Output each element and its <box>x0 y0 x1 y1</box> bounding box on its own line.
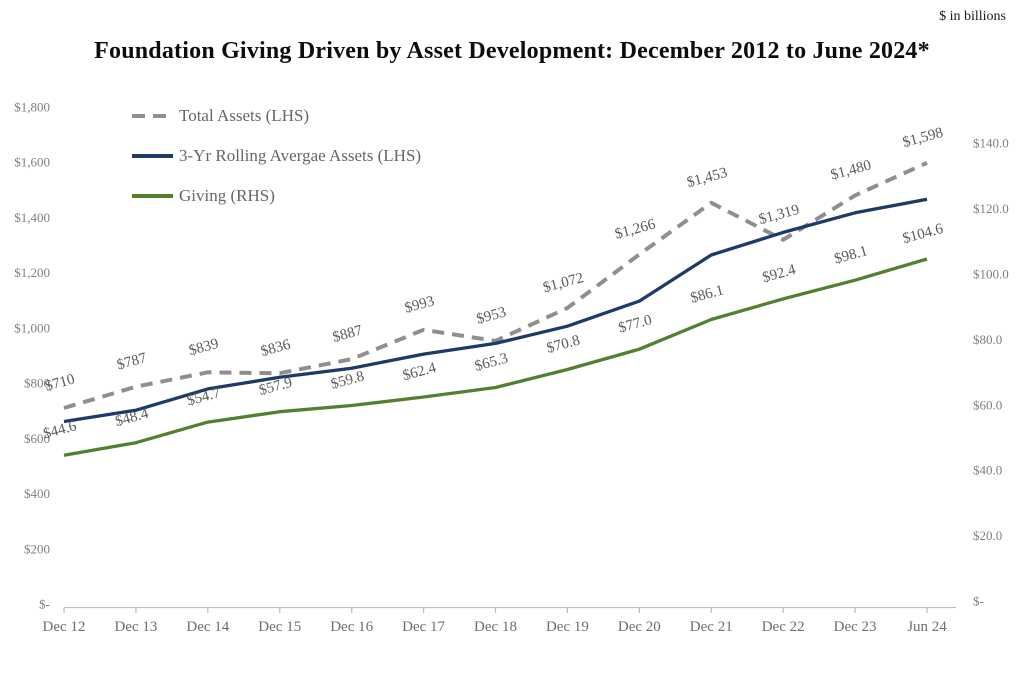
data-label: $44.6 <box>42 418 79 442</box>
x-axis-tick-label: Dec 12 <box>43 619 86 635</box>
right-axis-tick-label: $100.0 <box>973 267 1009 282</box>
right-axis-tick-label: $80.0 <box>973 332 1002 347</box>
legend-label: Total Assets (LHS) <box>179 106 310 125</box>
series-line-total-assets-lhs <box>63 160 928 410</box>
left-axis-tick-label: $400 <box>24 486 50 501</box>
data-label: $1,319 <box>757 202 801 228</box>
left-axis-tick-label: $1,000 <box>14 320 50 335</box>
data-label: $887 <box>331 322 365 345</box>
x-axis-tick-label: Dec 17 <box>402 619 445 635</box>
legend-item-giving: Giving (RHS) <box>132 184 421 208</box>
x-axis-tick-label: Dec 19 <box>546 619 589 635</box>
dashed-line-swatch-icon <box>132 114 173 118</box>
solid-line-swatch-icon <box>132 154 173 158</box>
x-axis-tick-label: Dec 21 <box>690 619 733 635</box>
data-label: $993 <box>403 293 436 316</box>
right-axis-tick-label: $- <box>973 594 984 609</box>
x-axis-tick-label: Dec 18 <box>474 619 517 635</box>
data-label: $104.6 <box>901 221 945 247</box>
data-label: $1,266 <box>613 216 657 242</box>
right-axis-tick-label: $40.0 <box>973 463 1002 478</box>
right-axis-tick-label: $120.0 <box>973 201 1009 216</box>
data-label: $86.1 <box>689 282 726 306</box>
x-axis-tick-label: Dec 14 <box>186 619 229 635</box>
data-label: $839 <box>187 336 220 359</box>
data-label: $54.7 <box>185 385 222 409</box>
x-axis-tick-label: Dec 16 <box>330 619 373 635</box>
units-note: $ in billions <box>939 9 1006 24</box>
left-axis-tick-label: $600 <box>24 431 50 446</box>
left-axis-tick-label: $1,400 <box>14 210 50 225</box>
x-axis-tick-label: Jun 24 <box>907 619 947 635</box>
data-label: $1,598 <box>901 125 945 151</box>
left-axis-tick-label: $1,600 <box>14 155 50 170</box>
data-label: $836 <box>259 337 293 360</box>
data-label: $92.4 <box>761 262 798 286</box>
series-line-3-yr-rolling-avergae-assets-lhs <box>63 197 928 424</box>
data-label: $1,480 <box>829 157 873 183</box>
left-axis-tick-label: $1,200 <box>14 265 50 280</box>
data-label: $1,453 <box>685 165 729 191</box>
x-axis-tick-label: Dec 15 <box>258 619 301 635</box>
chart-title: Foundation Giving Driven by Asset Develo… <box>94 38 930 64</box>
legend-label: Giving (RHS) <box>179 186 275 205</box>
legend: Total Assets (LHS) 3-Yr Rolling Avergae … <box>132 104 421 208</box>
data-label: $57.9 <box>257 375 294 399</box>
data-label: $1,072 <box>541 270 585 296</box>
solid-line-swatch-icon <box>132 194 173 198</box>
legend-label: 3-Yr Rolling Avergae Assets (LHS) <box>179 146 422 165</box>
right-axis-tick-label: $60.0 <box>973 397 1002 412</box>
data-label: $953 <box>475 304 508 327</box>
data-label: $710 <box>43 371 76 394</box>
x-axis-tick-label: Dec 20 <box>618 619 661 635</box>
left-axis-tick-label: $200 <box>24 541 50 556</box>
data-label: $59.8 <box>329 368 366 392</box>
data-label: $77.0 <box>617 312 654 336</box>
x-axis-tick-label: Dec 13 <box>114 619 157 635</box>
legend-item-total-assets: Total Assets (LHS) <box>132 104 421 128</box>
data-label: $48.4 <box>114 406 151 430</box>
data-label: $98.1 <box>833 243 870 267</box>
left-axis-tick-label: $800 <box>24 376 50 391</box>
data-label: $65.3 <box>473 351 510 375</box>
data-label: $62.4 <box>401 360 438 384</box>
data-label: $70.8 <box>545 333 582 357</box>
x-axis-tick-label: Dec 22 <box>762 619 805 635</box>
left-axis-tick-label: $- <box>39 597 50 612</box>
data-label: $787 <box>115 350 149 373</box>
left-axis-tick-label: $1,800 <box>14 100 50 115</box>
series-line-giving-rhs <box>63 257 928 457</box>
right-axis-tick-label: $140.0 <box>973 136 1009 151</box>
legend-item-rolling-average-assets: 3-Yr Rolling Avergae Assets (LHS) <box>132 144 421 168</box>
x-axis-tick-label: Dec 23 <box>834 619 877 635</box>
right-axis-tick-label: $20.0 <box>973 528 1002 543</box>
